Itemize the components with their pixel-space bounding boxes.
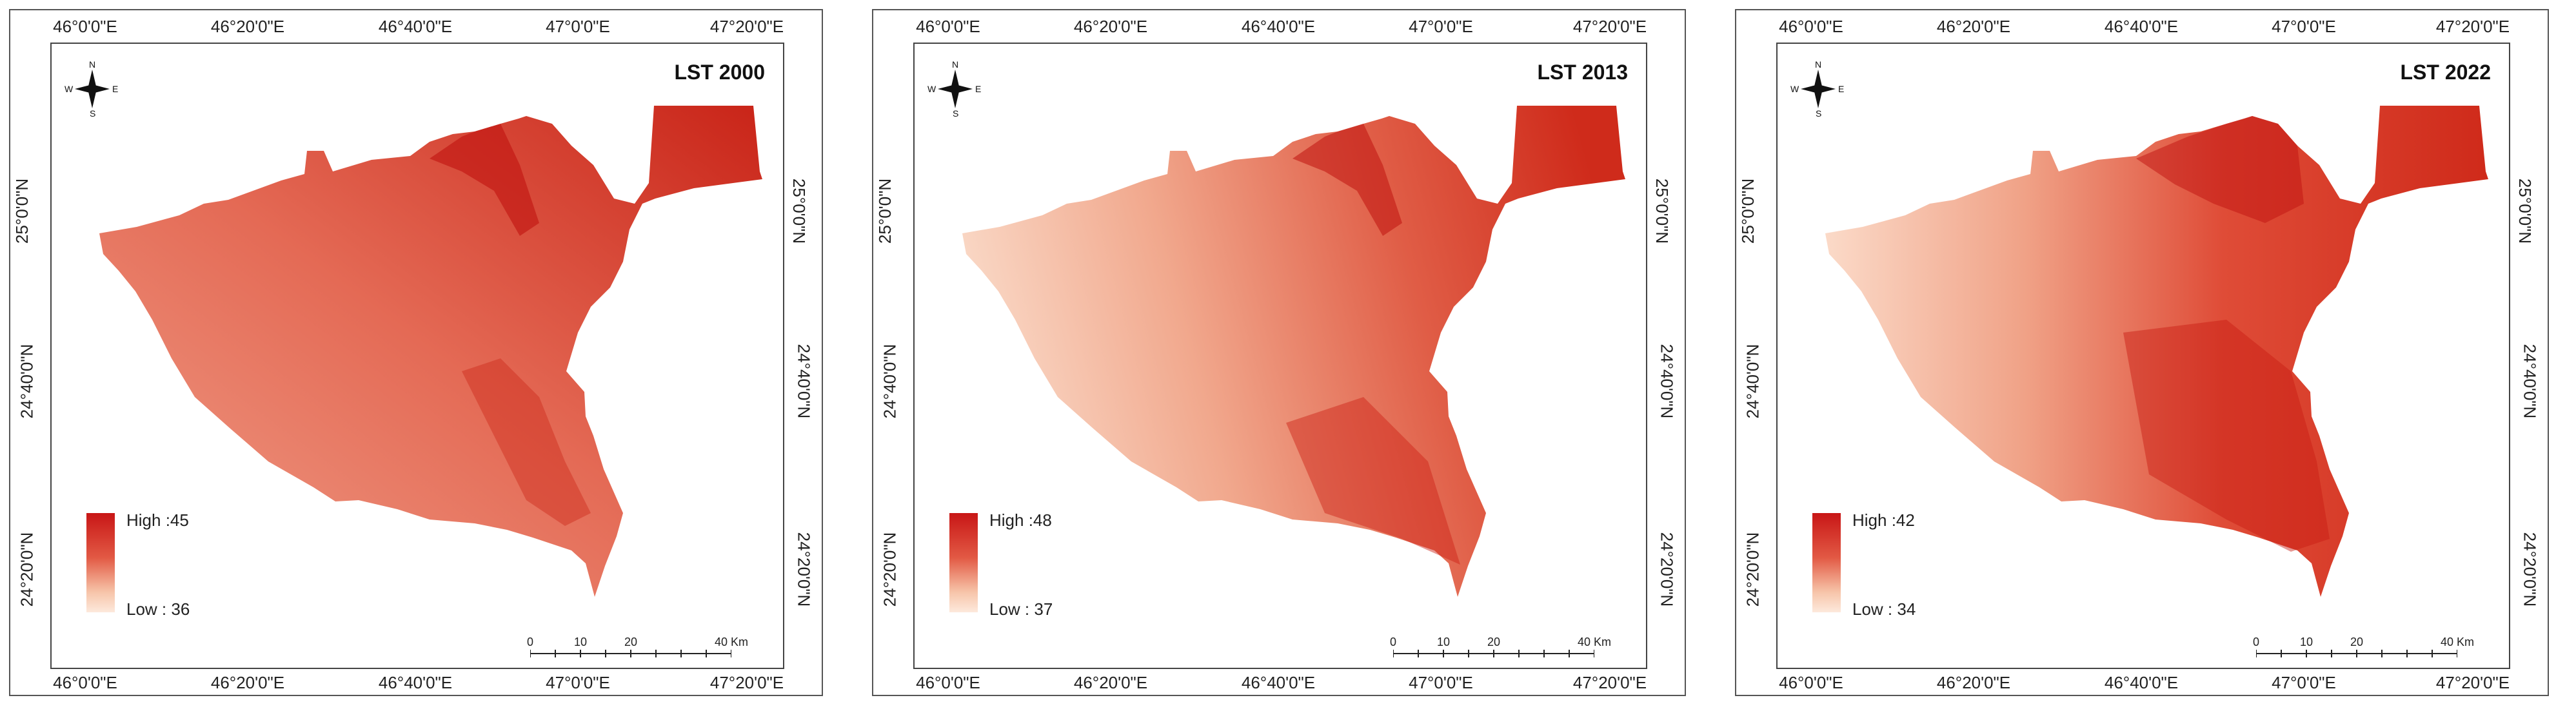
- lon-tick: 46°0'0"E: [916, 673, 980, 692]
- scale-bar: 0 10 20 40 Km: [1389, 636, 1611, 661]
- lon-tick: 47°0'0"E: [546, 673, 610, 692]
- south-label: S: [90, 108, 96, 119]
- scale-bar: 0 10 20 40 Km: [526, 636, 748, 661]
- hotspot-shape: [1286, 397, 1460, 565]
- legend-high-label: High :45: [126, 510, 189, 530]
- lon-tick: 46°20'0"E: [1936, 673, 2011, 692]
- lon-tick: 46°0'0"E: [1779, 673, 1843, 692]
- map-frame: [913, 43, 1647, 669]
- scale-label: 20: [2350, 636, 2364, 648]
- scale-label: 40 Km: [2440, 636, 2475, 648]
- hotspot-shape: [462, 358, 591, 526]
- study-area-shape: [99, 106, 762, 597]
- hotspot-shape: [2136, 116, 2304, 223]
- lon-tick: 46°20'0"E: [210, 17, 285, 36]
- lon-tick: 46°20'0"E: [1936, 17, 2011, 36]
- map-frame: [50, 43, 784, 669]
- east-label: E: [1838, 84, 1845, 94]
- scale-label: 0: [526, 636, 534, 648]
- scale-label: 10: [2299, 636, 2313, 648]
- legend-high-label: High :42: [1852, 510, 1915, 530]
- scale-label: 10: [573, 636, 588, 648]
- legend-low-label: Low : 36: [126, 599, 190, 619]
- map-panel-2022: 46°0'0"E 46°20'0"E 46°40'0"E 47°0'0"E 47…: [1735, 9, 2549, 696]
- hotspot-shape: [1293, 124, 1402, 236]
- legend-color-ramp: [1812, 513, 1841, 612]
- east-label: E: [112, 84, 119, 94]
- lon-tick: 46°0'0"E: [53, 17, 117, 36]
- lon-tick: 46°40'0"E: [1241, 17, 1316, 36]
- north-arrow-icon: N S W E: [927, 59, 982, 119]
- lon-tick: 47°0'0"E: [1409, 17, 1473, 36]
- legend-low-label: Low : 34: [1852, 599, 1916, 619]
- lon-tick: 46°0'0"E: [916, 17, 980, 36]
- lst-map-2022: [1825, 106, 2488, 597]
- lon-tick: 47°0'0"E: [2272, 673, 2336, 692]
- lon-tick: 47°20'0"E: [709, 17, 784, 36]
- scale-label: 0: [2252, 636, 2260, 648]
- lon-tick: 47°20'0"E: [709, 673, 784, 692]
- lon-tick: 46°40'0"E: [1241, 673, 1316, 692]
- lon-tick: 47°0'0"E: [2272, 17, 2336, 36]
- west-label: W: [64, 84, 74, 94]
- map-frame: [1776, 43, 2510, 669]
- north-arrow-icon: N S W E: [64, 59, 119, 119]
- lon-tick: 46°20'0"E: [210, 673, 285, 692]
- lon-tick: 47°20'0"E: [2435, 673, 2510, 692]
- map-panel-2013: 46°0'0"E 46°20'0"E 46°40'0"E 47°0'0"E 47…: [872, 9, 1686, 696]
- scale-bar: 0 10 20 40 Km: [2252, 636, 2474, 661]
- lon-tick: 46°0'0"E: [1779, 17, 1843, 36]
- north-arrow-icon: N S W E: [1790, 59, 1845, 119]
- west-label: W: [927, 84, 936, 94]
- scale-label: 20: [1487, 636, 1501, 648]
- map-title: LST 2000: [674, 61, 765, 84]
- lon-tick: 47°0'0"E: [546, 17, 610, 36]
- hotspot-shape: [430, 124, 539, 236]
- lon-tick: 46°20'0"E: [1073, 673, 1148, 692]
- map-title: LST 2022: [2400, 61, 2491, 84]
- scale-label: 40 Km: [1577, 636, 1612, 648]
- scale-label: 10: [1436, 636, 1451, 648]
- scale-label: 0: [1389, 636, 1397, 648]
- lon-tick: 47°20'0"E: [1572, 673, 1647, 692]
- legend-color-ramp: [86, 513, 115, 612]
- lon-tick: 46°40'0"E: [378, 17, 453, 36]
- legend-color-ramp: [949, 513, 978, 612]
- scale-label: 20: [624, 636, 638, 648]
- lon-tick: 46°40'0"E: [2104, 673, 2179, 692]
- study-area-shape: [962, 106, 1625, 597]
- north-label: N: [1815, 59, 1822, 70]
- west-label: W: [1790, 84, 1799, 94]
- lst-map-2000: [99, 106, 762, 597]
- lon-tick: 47°0'0"E: [1409, 673, 1473, 692]
- scale-label: 40 Km: [714, 636, 749, 648]
- legend-high-label: High :48: [989, 510, 1052, 530]
- lon-tick: 46°40'0"E: [2104, 17, 2179, 36]
- lon-tick: 47°20'0"E: [1572, 17, 1647, 36]
- north-label: N: [89, 59, 96, 70]
- hotspot-shape: [2123, 320, 2330, 552]
- east-label: E: [975, 84, 982, 94]
- south-label: S: [1816, 108, 1822, 119]
- lon-tick: 47°20'0"E: [2435, 17, 2510, 36]
- north-label: N: [952, 59, 959, 70]
- legend-low-label: Low : 37: [989, 599, 1053, 619]
- map-panel-2000: 46°0'0"E 46°20'0"E 46°40'0"E 47°0'0"E 47…: [9, 9, 823, 696]
- lon-tick: 46°20'0"E: [1073, 17, 1148, 36]
- lon-tick: 46°40'0"E: [378, 673, 453, 692]
- map-title: LST 2013: [1537, 61, 1628, 84]
- lon-tick: 46°0'0"E: [53, 673, 117, 692]
- lst-map-2013: [962, 106, 1625, 597]
- south-label: S: [953, 108, 959, 119]
- study-area-shape: [1825, 106, 2488, 597]
